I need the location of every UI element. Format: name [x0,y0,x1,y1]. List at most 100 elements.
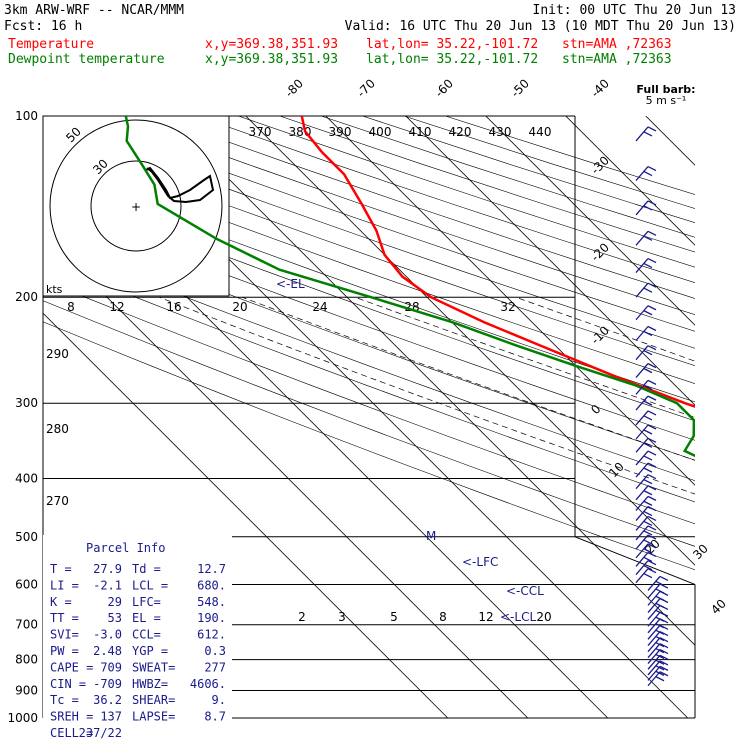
theta-label: 440 [529,125,552,139]
theta-labels: 370 380 390 400 410 420 430 440 290 280 270 [46,125,551,508]
parcel-info-cell: 53 [108,611,122,625]
parcel-info-cell: SHEAR= [132,693,175,707]
wind-barb [635,126,657,142]
dewpoint-profile [124,116,695,458]
pressure-label: 900 [15,683,38,697]
dry-adiabat-line [43,222,695,461]
wind-barb [647,654,669,670]
wind-barb [647,597,669,613]
isotherm-label: -20 [588,240,612,264]
hodograph-ring-outer [49,119,223,293]
theta-label: 410 [409,125,432,139]
isotherm-line [405,116,695,406]
wind-barb [635,325,657,341]
parcel-info-cell: 29 [108,595,122,609]
mixing-ratio-label: 8 [439,610,447,624]
pressure-label: 800 [15,653,38,667]
parcel-info-cell: 27.9 [93,562,122,576]
wind-barb [647,637,669,653]
parcel-info-cell: 612. [197,628,226,642]
isotherm-label: -30 [588,153,612,177]
parcel-info-cell: 2.48 [93,644,122,658]
wind-barb [635,305,657,321]
wind-barb [635,495,657,511]
parcel-info-cell: CCL= [132,628,161,642]
parcel-info-cell: 190. [197,611,226,625]
wind-barb [635,395,657,411]
dry-adiabat-line [43,300,695,547]
parcel-info-cell: 680. [197,578,226,592]
isotherm-label: 0 [588,402,603,417]
moist-adiabat-line [717,297,740,718]
parcel-info-cell: TT = [50,611,79,625]
init-time: Init: 00 UTC Thu 20 Jun 13 [533,3,737,18]
isotherm-label: -70 [354,76,378,100]
wind-barb [635,379,657,395]
parcel-info-cell: CAPE = [50,660,93,674]
dry-adiabat-line [43,169,695,403]
level-markers: <-EL M <-LFC <-CCL <-LCL [276,277,544,624]
pressure-label: 500 [15,530,38,544]
dry-adiabat-line [43,152,695,384]
wind-barb [647,604,669,620]
mixing-ratio-label: 3 [338,610,346,624]
theta-label: 430 [489,125,512,139]
parcel-info-rows: T = 27.9 Td = 12.7 LI = -2.1 LCL = 680. K = 29 LFC… [50,562,226,740]
theta-side-label: 290 [46,347,69,361]
dry-adiabat-line [43,260,695,503]
parcel-info-cell: 137 [100,710,122,724]
hodograph: 50 30 + kts [42,115,230,297]
sounding-profiles [124,116,695,458]
parcel-info-cell: 237/22 [79,726,122,740]
parcel-info-cell: LFC= [132,595,161,609]
pressure-label: 1000 [7,711,38,725]
wind-barb [635,424,657,440]
ccl-marker: <-CCL [506,584,544,598]
pressure-label: 100 [15,109,38,123]
barb-key-unit: 5 m s⁻¹ [646,94,687,107]
hodograph-speed-label: 32 [500,300,515,314]
theta-label: 420 [449,125,472,139]
temperature-station: stn=AMA ,72363 [562,37,672,52]
dewpoint-station: stn=AMA ,72363 [562,52,672,67]
wind-barb [635,282,657,298]
wind-barb [635,462,657,478]
wind-barb [647,671,669,687]
parcel-info-cell: -3.0 [93,628,122,642]
parcel-info-cell: 36.2 [93,693,122,707]
hodograph-speed-label: 20 [232,300,247,314]
dry-adiabat-line [43,135,695,367]
wind-barb [647,575,669,591]
wind-barb [635,525,657,541]
theta-side-label: 280 [46,422,69,436]
diagram-right-slope [574,536,696,585]
isotherm-line [165,116,695,646]
dry-adiabat-line [43,240,695,482]
wind-barb [635,568,657,584]
parcel-info-cell: HWBZ= [132,677,168,691]
theta-label: 390 [329,125,352,139]
mixing-ratio-labels: 2 3 5 8 12 20 [298,610,551,624]
pressure-label: 200 [15,290,38,304]
pressure-label: 300 [15,396,38,410]
parcel-info-panel: Parcel Info T = 27.9 Td = 12.7 LI = -2.1 LCL =… [43,535,232,740]
model-title: 3km ARW-WRF -- NCAR/MMM [4,3,184,18]
isotherm-line [726,116,740,718]
wind-barb [647,643,669,659]
isotherm-line [565,116,695,246]
wind-barb [647,665,669,681]
theta-side-label: 270 [46,494,69,508]
wind-barb [635,257,657,273]
el-marker: <-EL [276,277,305,291]
parcel-info-cell: K = [50,595,72,609]
wind-barb [635,437,657,453]
dewpoint-label: Dewpoint temperature [8,52,165,67]
wind-barb [635,506,657,522]
parcel-info-cell: Td = [132,562,161,576]
dry-adiabat-line [445,116,695,195]
parcel-info-cell: LAPSE= [132,710,175,724]
parcel-info-cell: CIN = [50,677,86,691]
theta-label: 380 [289,125,312,139]
parcel-info-cell: LCL = [132,578,168,592]
